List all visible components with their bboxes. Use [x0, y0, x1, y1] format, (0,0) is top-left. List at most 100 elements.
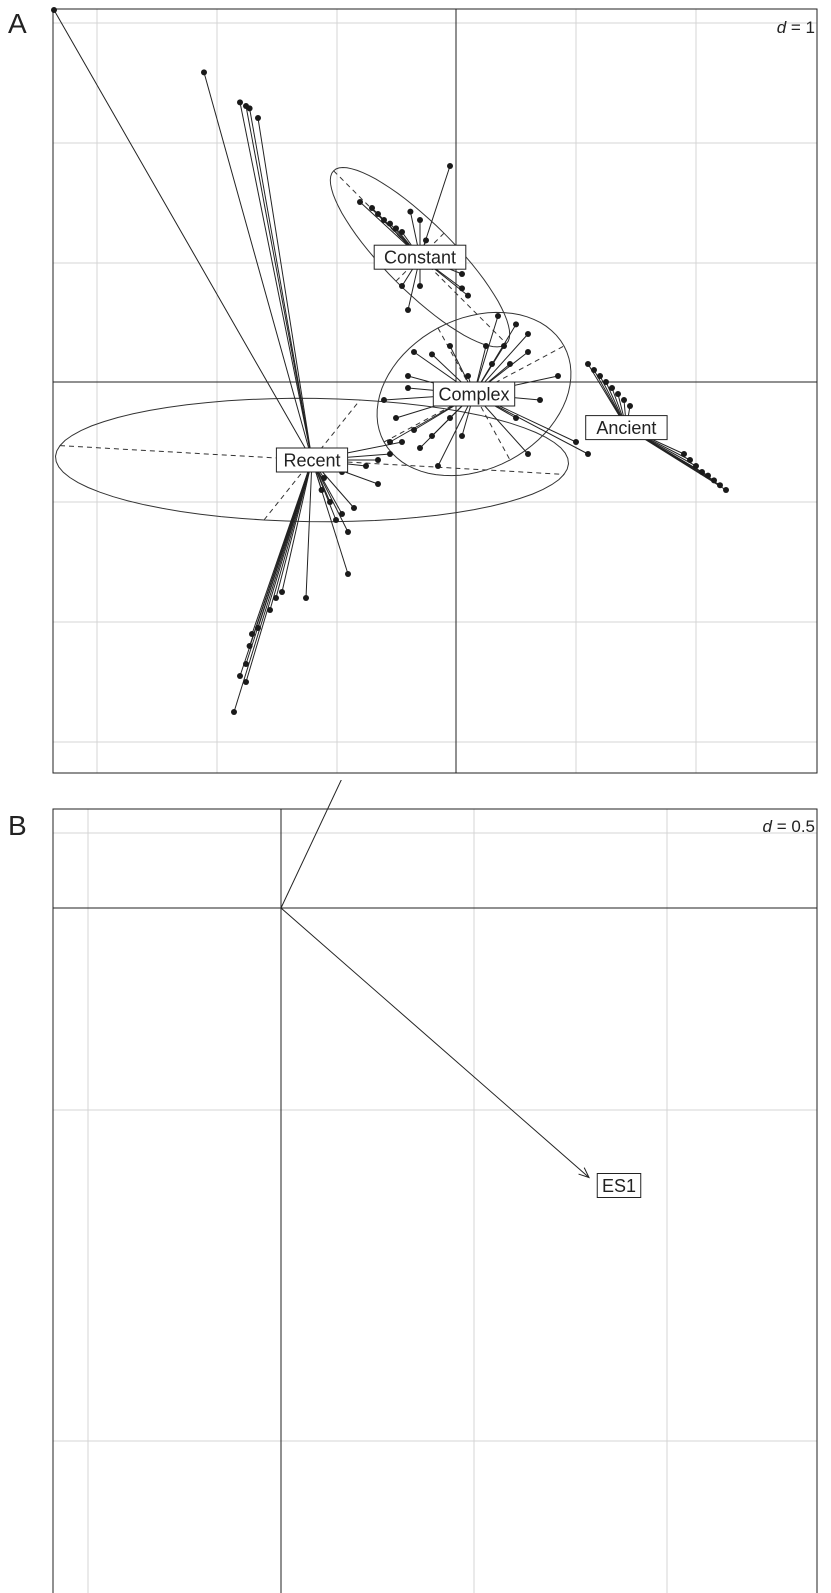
panel-b-letter: B [8, 810, 27, 841]
data-point-ancient [681, 451, 687, 457]
data-point-complex [585, 451, 591, 457]
data-point-ancient [699, 469, 705, 475]
data-point-recent [321, 475, 327, 481]
data-point-constant [387, 220, 393, 227]
data-point-complex [525, 451, 531, 457]
vector-arrowhead [578, 1167, 590, 1179]
data-point-recent [303, 595, 309, 601]
star-line-recent [257, 117, 313, 461]
plot-frame [52, 8, 818, 774]
data-point-complex [495, 313, 501, 319]
data-point-recent [237, 99, 243, 106]
group-label-text: Complex [438, 385, 509, 405]
data-point-complex [537, 397, 543, 403]
data-point-recent [345, 529, 351, 535]
data-point-ancient [591, 367, 597, 373]
data-point-recent [363, 463, 369, 469]
group-label-text: Ancient [596, 418, 656, 438]
data-point-recent [327, 499, 333, 505]
data-point-recent [243, 661, 249, 667]
data-point-recent [249, 631, 255, 637]
star-line-constant [419, 165, 451, 258]
star-line-recent [281, 459, 313, 593]
data-point-recent [339, 511, 345, 517]
data-point-constant [423, 237, 429, 244]
data-point-complex [465, 373, 471, 379]
data-point-constant [375, 211, 381, 217]
star-line-recent [239, 102, 313, 461]
data-point-constant [381, 217, 387, 223]
vector-es1 [280, 907, 590, 1178]
data-point-complex [573, 439, 579, 445]
scale-label-b: d = 0.5 [763, 817, 815, 836]
data-point-recent [231, 709, 237, 715]
data-point-ancient [615, 391, 621, 397]
data-point-constant [405, 307, 411, 313]
data-point-ancient [687, 457, 693, 463]
data-point-constant [417, 217, 423, 223]
ellipse-axis-major [333, 170, 507, 344]
ellipse-axis-minor [395, 232, 445, 282]
data-point-complex [405, 373, 411, 379]
data-point-complex [381, 397, 387, 403]
data-point-constant [399, 229, 405, 235]
star-line-recent [53, 9, 313, 461]
data-point-recent [351, 505, 357, 511]
group-label-text: Recent [283, 451, 340, 471]
data-point-complex [513, 321, 519, 328]
group-label-ancient: Ancient [585, 415, 668, 441]
data-point-complex [387, 439, 393, 445]
data-point-recent [267, 607, 273, 613]
data-point-constant [407, 208, 414, 215]
data-point-complex [459, 433, 465, 439]
data-point-complex [447, 415, 453, 421]
data-point-recent [375, 457, 381, 463]
star-line-recent [233, 459, 313, 713]
group-label-complex: Complex [432, 381, 516, 407]
data-point-complex [447, 343, 453, 349]
scale-label-a: d = 1 [777, 18, 815, 37]
data-point-complex [405, 385, 411, 391]
star-line-recent [239, 459, 313, 677]
star-line-recent [249, 108, 313, 461]
star-line-recent [305, 459, 313, 599]
star-line-recent [245, 105, 313, 461]
plot-frame [52, 808, 818, 1593]
data-point-recent [318, 487, 325, 493]
data-point-recent [237, 673, 243, 679]
data-point-complex [525, 331, 531, 337]
data-point-recent [255, 115, 261, 121]
data-point-complex [435, 463, 441, 469]
data-point-constant [369, 205, 375, 211]
data-point-ancient [597, 373, 603, 379]
group-label-recent: Recent [275, 447, 349, 473]
data-point-complex [417, 445, 423, 451]
group-label-text: Constant [384, 248, 456, 268]
data-point-complex [429, 433, 435, 439]
data-point-recent [201, 69, 207, 76]
data-point-constant [459, 285, 465, 292]
data-point-complex [411, 349, 417, 355]
data-point-recent [243, 679, 249, 685]
data-point-constant [459, 271, 465, 277]
arrow-chart-b: ES2ES1d = 0.5 [52, 780, 818, 1593]
group-label-box [373, 244, 467, 270]
group-label-box [275, 447, 349, 473]
data-point-recent [51, 7, 57, 13]
data-point-ancient [717, 482, 723, 489]
data-point-recent [243, 103, 249, 109]
vector-es2 [280, 780, 342, 909]
group-label-box [585, 415, 668, 441]
data-point-recent [255, 625, 261, 631]
data-point-ancient [723, 487, 729, 493]
data-point-complex [489, 361, 495, 367]
data-point-complex [525, 349, 531, 355]
group-label-box [432, 381, 516, 407]
data-point-recent [333, 517, 339, 523]
group-label-constant: Constant [373, 244, 467, 270]
data-point-constant [357, 199, 363, 205]
data-point-constant [465, 292, 471, 299]
data-point-complex [393, 415, 399, 421]
data-point-recent [399, 439, 405, 445]
data-point-complex [555, 373, 561, 379]
